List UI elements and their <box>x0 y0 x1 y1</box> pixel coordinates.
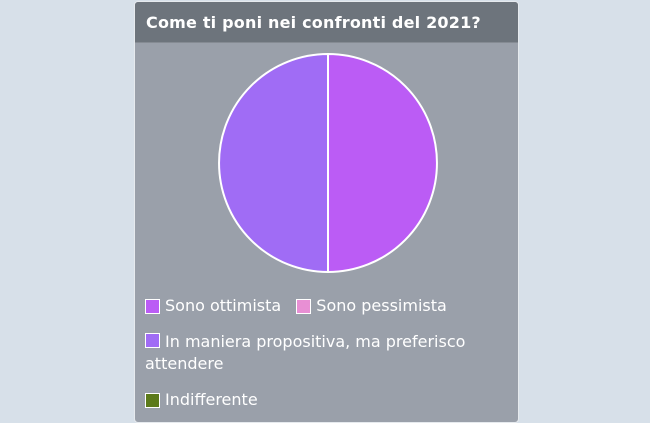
legend-swatch <box>145 392 160 408</box>
legend: Sono ottimista Sono pessimista In manier… <box>145 295 505 422</box>
poll-header: Come ti poni nei confronti del 2021? <box>135 2 518 43</box>
pie-chart <box>218 52 438 274</box>
poll-panel: Come ti poni nei confronti del 2021? Son… <box>134 1 519 423</box>
legend-item-propositiva: In maniera propositiva, ma preferisco at… <box>145 331 495 375</box>
legend-swatch <box>145 333 160 348</box>
legend-label: Sono pessimista <box>316 296 447 315</box>
legend-label: Sono ottimista <box>165 296 282 315</box>
pie-slice-0 <box>327 52 438 274</box>
legend-item-indifferente: Indifferente <box>145 389 258 411</box>
legend-item-pessimista: Sono pessimista <box>296 295 447 317</box>
legend-label: In maniera propositiva, ma preferisco at… <box>145 332 466 373</box>
legend-item-ottimista: Sono ottimista <box>145 295 281 317</box>
legend-label: Indifferente <box>165 390 258 409</box>
legend-swatch <box>145 298 160 314</box>
chart-title: Come ti poni nei confronti del 2021? <box>146 12 481 32</box>
legend-swatch <box>296 298 312 314</box>
pie-slice-2 <box>218 52 329 274</box>
